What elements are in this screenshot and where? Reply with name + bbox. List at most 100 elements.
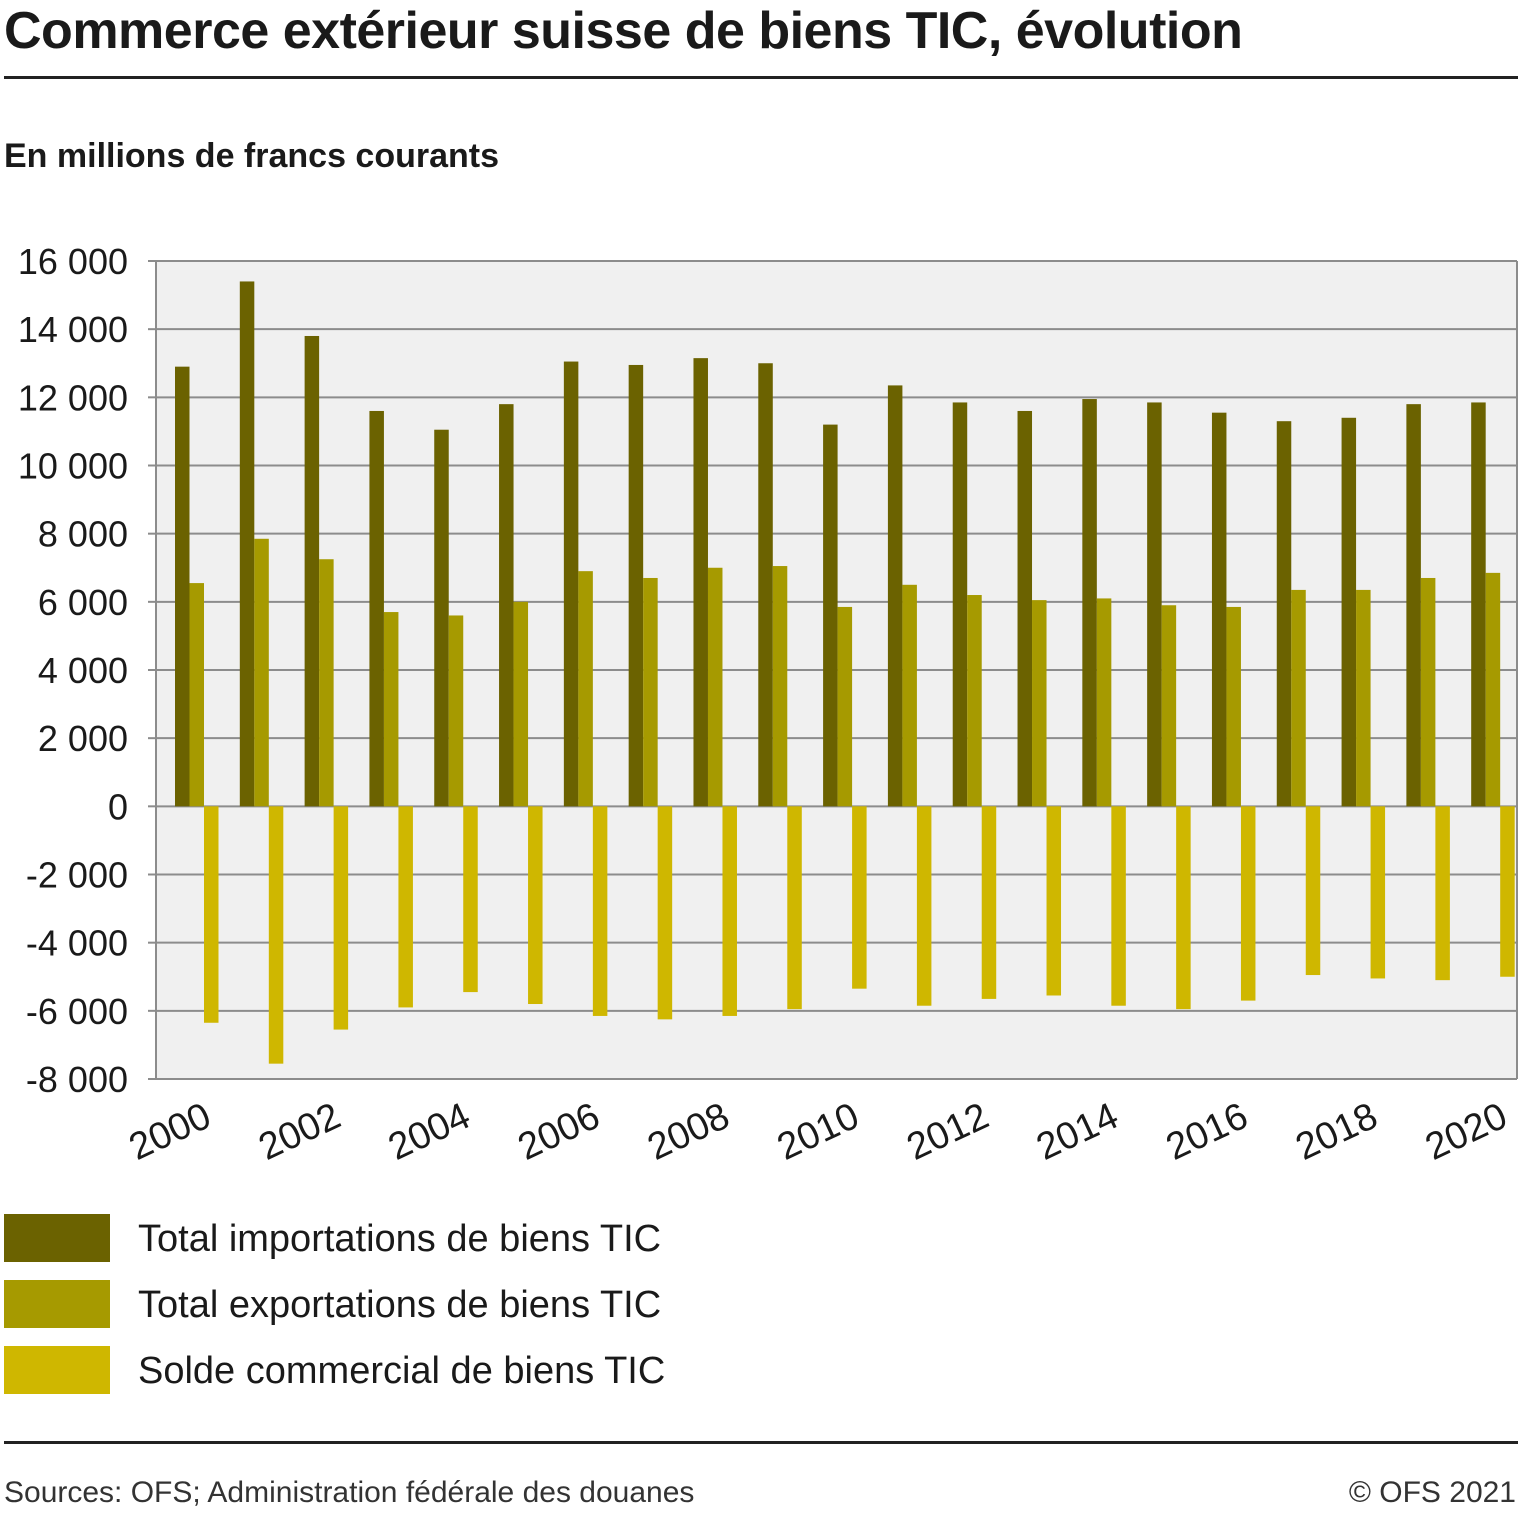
bar-exports-2018: [1356, 589, 1371, 807]
bar-exports-2010: [837, 606, 853, 807]
bar-balance-2011: [916, 806, 932, 1006]
y-tick-label: 0: [108, 786, 128, 827]
legend-label-balance: Solde commercial de biens TIC: [138, 1350, 666, 1392]
y-tick-label: 14 000: [18, 309, 128, 350]
bar-imports-2014: [1082, 399, 1097, 807]
legend-swatch-imports: [4, 1214, 110, 1262]
bar-balance-2004: [463, 806, 478, 993]
bar-exports-2020: [1485, 572, 1501, 807]
y-tick-label: 6 000: [38, 582, 128, 623]
bar-exports-2008: [707, 567, 723, 807]
bar-imports-2018: [1341, 417, 1357, 807]
chart-subtitle: En millions de francs courants: [4, 137, 500, 175]
bar-exports-2003: [383, 612, 399, 807]
source-note: Sources: OFS; Administration fédérale de…: [4, 1476, 695, 1509]
bar-balance-2020: [1500, 806, 1515, 977]
x-tick-label: 2020: [1419, 1095, 1513, 1169]
bar-exports-2013: [1032, 600, 1047, 807]
title-divider: [4, 76, 1518, 79]
x-tick-label: 2004: [382, 1095, 476, 1169]
bar-imports-2017: [1276, 421, 1292, 807]
y-tick-label: 8 000: [38, 514, 128, 555]
bar-exports-2017: [1291, 589, 1306, 807]
bar-balance-2001: [268, 806, 284, 1064]
bar-balance-2003: [398, 806, 413, 1008]
bar-imports-2005: [499, 404, 514, 807]
bar-imports-2010: [823, 424, 838, 807]
bar-chart: 16 000 14 000 12 000 10 000 8 000 6 000 4 000 2…: [18, 241, 1518, 1169]
bar-exports-2007: [643, 577, 658, 807]
bar-balance-2017: [1305, 806, 1321, 976]
copyright-note: © OFS 2021: [1348, 1476, 1516, 1509]
bar-imports-2007: [628, 364, 644, 807]
bar-exports-2001: [254, 538, 269, 807]
bar-balance-2005: [528, 806, 543, 1005]
bar-exports-2012: [967, 595, 982, 807]
bar-balance-2013: [1046, 806, 1062, 996]
y-tick-label: -2 000: [26, 855, 128, 896]
bar-imports-2011: [887, 385, 903, 807]
bar-balance-2019: [1435, 806, 1450, 981]
bar-imports-2006: [563, 361, 579, 807]
bar-exports-2005: [513, 601, 529, 807]
bar-balance-2010: [852, 806, 867, 989]
x-tick-label: 2012: [901, 1095, 995, 1169]
legend-swatch-balance: [4, 1346, 110, 1394]
y-tick-label: 2 000: [38, 718, 128, 759]
bar-balance-2002: [333, 806, 349, 1030]
y-tick-label: -6 000: [26, 991, 128, 1032]
y-tick-label: -8 000: [26, 1059, 128, 1100]
y-tick-label: 4 000: [38, 650, 128, 691]
bar-imports-2004: [434, 429, 449, 807]
y-tick-label: -4 000: [26, 923, 128, 964]
x-tick-label: 2002: [253, 1095, 347, 1169]
legend-swatch-exports: [4, 1280, 110, 1328]
bar-balance-2008: [722, 806, 737, 1016]
bar-imports-2016: [1211, 412, 1227, 807]
bar-balance-2009: [787, 806, 802, 1010]
bar-exports-2009: [772, 566, 788, 807]
y-tick-label: 16 000: [18, 241, 128, 282]
y-tick-label: 10 000: [18, 446, 128, 487]
x-tick-label: 2014: [1030, 1095, 1124, 1169]
bar-exports-2014: [1096, 598, 1112, 807]
bar-imports-2008: [693, 358, 708, 807]
bar-exports-2006: [578, 571, 593, 807]
x-tick-label: 2006: [512, 1095, 606, 1169]
bar-exports-2011: [902, 584, 917, 807]
bar-exports-2015: [1161, 605, 1177, 807]
bar-imports-2015: [1147, 402, 1162, 807]
bar-balance-2014: [1111, 806, 1126, 1006]
x-tick-label: 2000: [123, 1095, 217, 1169]
bar-exports-2019: [1420, 577, 1436, 807]
legend-label-imports: Total importations de biens TIC: [138, 1218, 662, 1260]
bar-imports-2009: [758, 363, 773, 807]
bar-exports-2002: [319, 559, 334, 807]
x-tick-label: 2010: [771, 1095, 865, 1169]
bar-imports-2013: [1017, 410, 1033, 807]
bar-balance-2000: [204, 806, 219, 1023]
bar-balance-2015: [1176, 806, 1191, 1010]
legend-label-exports: Total exportations de biens TIC: [138, 1284, 662, 1326]
bar-exports-2000: [189, 583, 204, 807]
bar-balance-2007: [657, 806, 673, 1020]
chart-title: Commerce extérieur suisse de biens TIC, …: [4, 2, 1243, 60]
footer-divider: [4, 1441, 1518, 1444]
bar-imports-2000: [175, 366, 190, 807]
bar-imports-2012: [952, 402, 968, 807]
bar-imports-2020: [1471, 402, 1486, 807]
x-tick-label: 2016: [1160, 1095, 1254, 1169]
bar-balance-2018: [1370, 806, 1386, 979]
bar-balance-2006: [592, 806, 608, 1016]
bar-imports-2002: [304, 335, 320, 807]
bar-imports-2019: [1406, 404, 1421, 807]
bar-balance-2012: [981, 806, 997, 999]
x-tick-label: 2018: [1290, 1095, 1384, 1169]
bar-imports-2001: [239, 281, 255, 807]
bar-imports-2003: [369, 410, 384, 807]
y-tick-label: 12 000: [18, 377, 128, 418]
x-tick-label: 2008: [641, 1095, 735, 1169]
bar-balance-2016: [1240, 806, 1256, 1001]
bar-exports-2016: [1226, 606, 1241, 807]
bar-exports-2004: [448, 615, 464, 807]
